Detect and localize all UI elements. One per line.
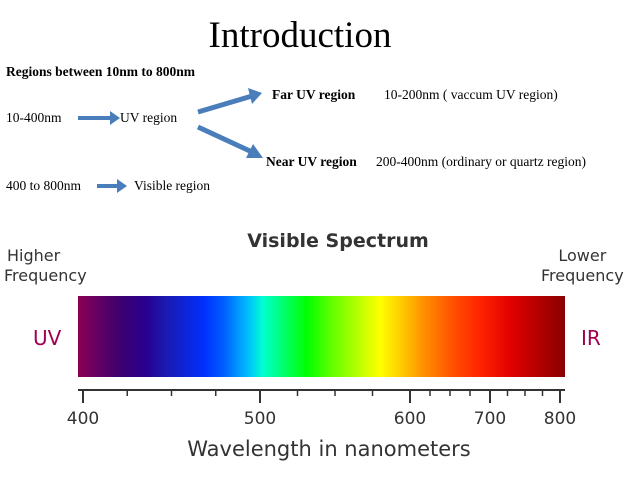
tick-label: 400 (67, 409, 99, 429)
uv-end-label: UV (33, 326, 62, 350)
higher-line-1: Higher (7, 246, 61, 265)
visible-region-text: Visible region (134, 178, 211, 193)
near-uv-description: 200-400nm (ordinary or quartz region) (376, 154, 586, 169)
lower-line-2: Frequency (541, 266, 624, 285)
tick-label: 700 (474, 409, 506, 429)
visible-spectrum-bar (78, 296, 565, 377)
tick-label: 800 (544, 409, 576, 429)
higher-line-2: Frequency (4, 266, 87, 285)
lower-frequency-label: Lower Frequency (541, 246, 624, 286)
visible-range-text: 400 to 800nm (6, 178, 82, 193)
near-uv-label: Near UV region (266, 154, 357, 169)
uv-range-text: 10-400nm (6, 110, 62, 125)
lower-line-1: Lower (558, 246, 607, 265)
ir-end-label: IR (581, 326, 601, 350)
regions-heading: Regions between 10nm to 800nm (6, 64, 195, 79)
uv-arrow-icon (78, 111, 120, 125)
far-uv-arrow-icon (197, 88, 262, 115)
far-uv-description: 10-200nm ( vaccum UV region) (384, 87, 558, 102)
axis-label: Wavelength in nanometers (187, 437, 471, 461)
visible-arrow-icon (97, 179, 127, 193)
far-uv-label: Far UV region (272, 87, 356, 102)
tick-label: 600 (394, 409, 426, 429)
uv-region-text: UV region (120, 110, 178, 125)
near-uv-arrow-icon (196, 124, 263, 158)
spectrum-title: Visible Spectrum (247, 230, 429, 252)
tick-label: 500 (244, 409, 276, 429)
higher-frequency-label: Higher Frequency (4, 246, 87, 286)
slide-title: Introduction (208, 15, 392, 56)
